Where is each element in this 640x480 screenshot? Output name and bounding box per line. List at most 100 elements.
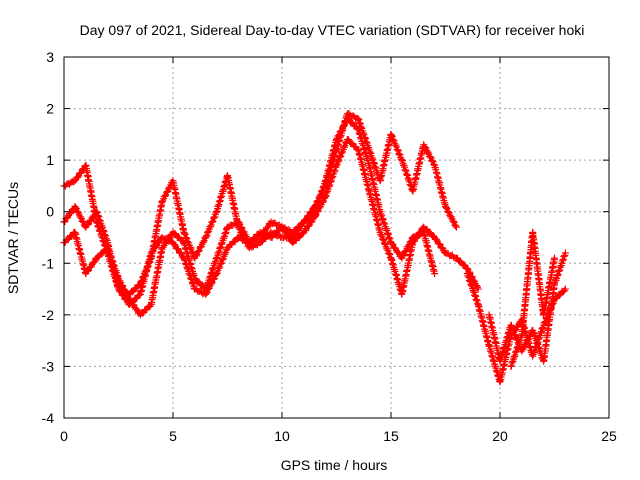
data-point-fill bbox=[313, 208, 321, 216]
data-point-fill bbox=[122, 289, 130, 297]
x-tick-label: 25 bbox=[601, 428, 617, 444]
plot-frame bbox=[63, 56, 610, 419]
series-6 bbox=[507, 228, 558, 370]
data-point-fill bbox=[98, 250, 106, 258]
data-point-fill bbox=[340, 143, 348, 151]
data-point-fill bbox=[154, 239, 162, 247]
x-tick-label: 0 bbox=[60, 428, 68, 444]
data-point-fill bbox=[295, 233, 303, 241]
x-tick-label: 10 bbox=[274, 428, 290, 444]
y-tick-label: 2 bbox=[46, 101, 54, 117]
data-point-fill bbox=[420, 143, 428, 151]
data-point-fill bbox=[162, 239, 170, 247]
data-point-fill bbox=[77, 213, 85, 221]
data-points bbox=[60, 110, 569, 386]
data-point-fill bbox=[394, 146, 402, 154]
data-point-fill bbox=[399, 252, 407, 260]
series-2 bbox=[60, 110, 460, 298]
data-point-fill bbox=[144, 263, 152, 271]
data-point-fill bbox=[118, 281, 126, 289]
data-point-fill bbox=[129, 288, 137, 296]
data-point-fill bbox=[397, 155, 405, 163]
data-point-fill bbox=[377, 231, 385, 239]
data-point-fill bbox=[135, 291, 143, 299]
data-point-fill bbox=[207, 223, 215, 231]
data-point-fill bbox=[212, 208, 220, 216]
data-point-fill bbox=[162, 188, 170, 196]
data-point-fill bbox=[426, 153, 434, 161]
data-point-fill bbox=[181, 229, 189, 237]
data-point-fill bbox=[442, 204, 450, 212]
data-point-fill bbox=[311, 202, 319, 210]
data-point-fill bbox=[319, 198, 327, 206]
data-point-fill bbox=[385, 250, 393, 258]
data-point-fill bbox=[200, 238, 208, 246]
x-tick-label: 5 bbox=[169, 428, 177, 444]
data-point-fill bbox=[511, 331, 519, 339]
data-point-fill bbox=[556, 291, 564, 299]
data-point-fill bbox=[389, 135, 397, 143]
data-point-fill bbox=[334, 158, 342, 166]
data-point-fill bbox=[79, 217, 87, 225]
data-point-fill bbox=[138, 277, 146, 285]
data-point-fill bbox=[73, 207, 81, 215]
data-point-fill bbox=[208, 218, 216, 226]
data-point-fill bbox=[239, 227, 247, 235]
data-point-fill bbox=[90, 259, 98, 267]
data-point-fill bbox=[141, 270, 149, 278]
data-point-fill bbox=[196, 244, 204, 252]
data-point-fill bbox=[416, 229, 424, 237]
data-point-fill bbox=[428, 157, 436, 165]
data-point-fill bbox=[235, 219, 243, 227]
data-point bbox=[561, 285, 569, 293]
series-5 bbox=[485, 249, 569, 365]
data-point-fill bbox=[541, 319, 549, 327]
data-point-fill bbox=[74, 173, 82, 181]
data-point-fill bbox=[524, 336, 532, 344]
y-tick-label: -2 bbox=[42, 307, 55, 323]
data-point-fill bbox=[430, 160, 438, 168]
data-point-fill bbox=[218, 256, 226, 264]
data-point-fill bbox=[444, 207, 452, 215]
data-point-fill bbox=[401, 248, 409, 256]
y-tick-label: -4 bbox=[42, 410, 55, 426]
data-point-fill bbox=[509, 326, 517, 334]
data-point-fill bbox=[394, 248, 402, 256]
data-point-fill bbox=[449, 217, 457, 225]
data-point-fill bbox=[66, 210, 74, 218]
data-point-fill bbox=[304, 222, 312, 230]
data-point-fill bbox=[212, 271, 220, 279]
data-point-fill bbox=[68, 232, 76, 240]
data-point-fill bbox=[210, 275, 218, 283]
y-tick-label: 3 bbox=[46, 49, 54, 65]
data-point-fill bbox=[210, 214, 218, 222]
data-point-fill bbox=[204, 229, 212, 237]
data-point-fill bbox=[285, 233, 293, 241]
data-point-fill bbox=[560, 287, 568, 295]
series-3 bbox=[60, 136, 482, 319]
data-point-fill bbox=[174, 245, 182, 253]
y-axis-label: SDTVAR / TECUs bbox=[5, 182, 21, 294]
data-point bbox=[452, 223, 460, 231]
data-point-fill bbox=[145, 259, 153, 267]
data-point-fill bbox=[319, 188, 327, 196]
data-point bbox=[474, 285, 482, 293]
data-point-fill bbox=[388, 132, 396, 140]
data-point-fill bbox=[379, 235, 387, 243]
data-point-fill bbox=[452, 222, 460, 230]
data-point-fill bbox=[435, 240, 443, 248]
data-point bbox=[431, 270, 439, 278]
data-point-fill bbox=[311, 212, 319, 220]
data-point-fill bbox=[380, 239, 388, 247]
gridlines bbox=[64, 57, 609, 418]
data-point-fill bbox=[126, 296, 134, 304]
data-point-fill bbox=[192, 252, 200, 260]
data-point-fill bbox=[161, 192, 169, 200]
tick-labels: 0 5 10 15 20 25 -4 -3 -2 -1 0 1 2 3 bbox=[42, 49, 617, 444]
data-point-fill bbox=[297, 222, 305, 230]
x-tick-label: 15 bbox=[383, 428, 399, 444]
data-point-fill bbox=[315, 204, 323, 212]
